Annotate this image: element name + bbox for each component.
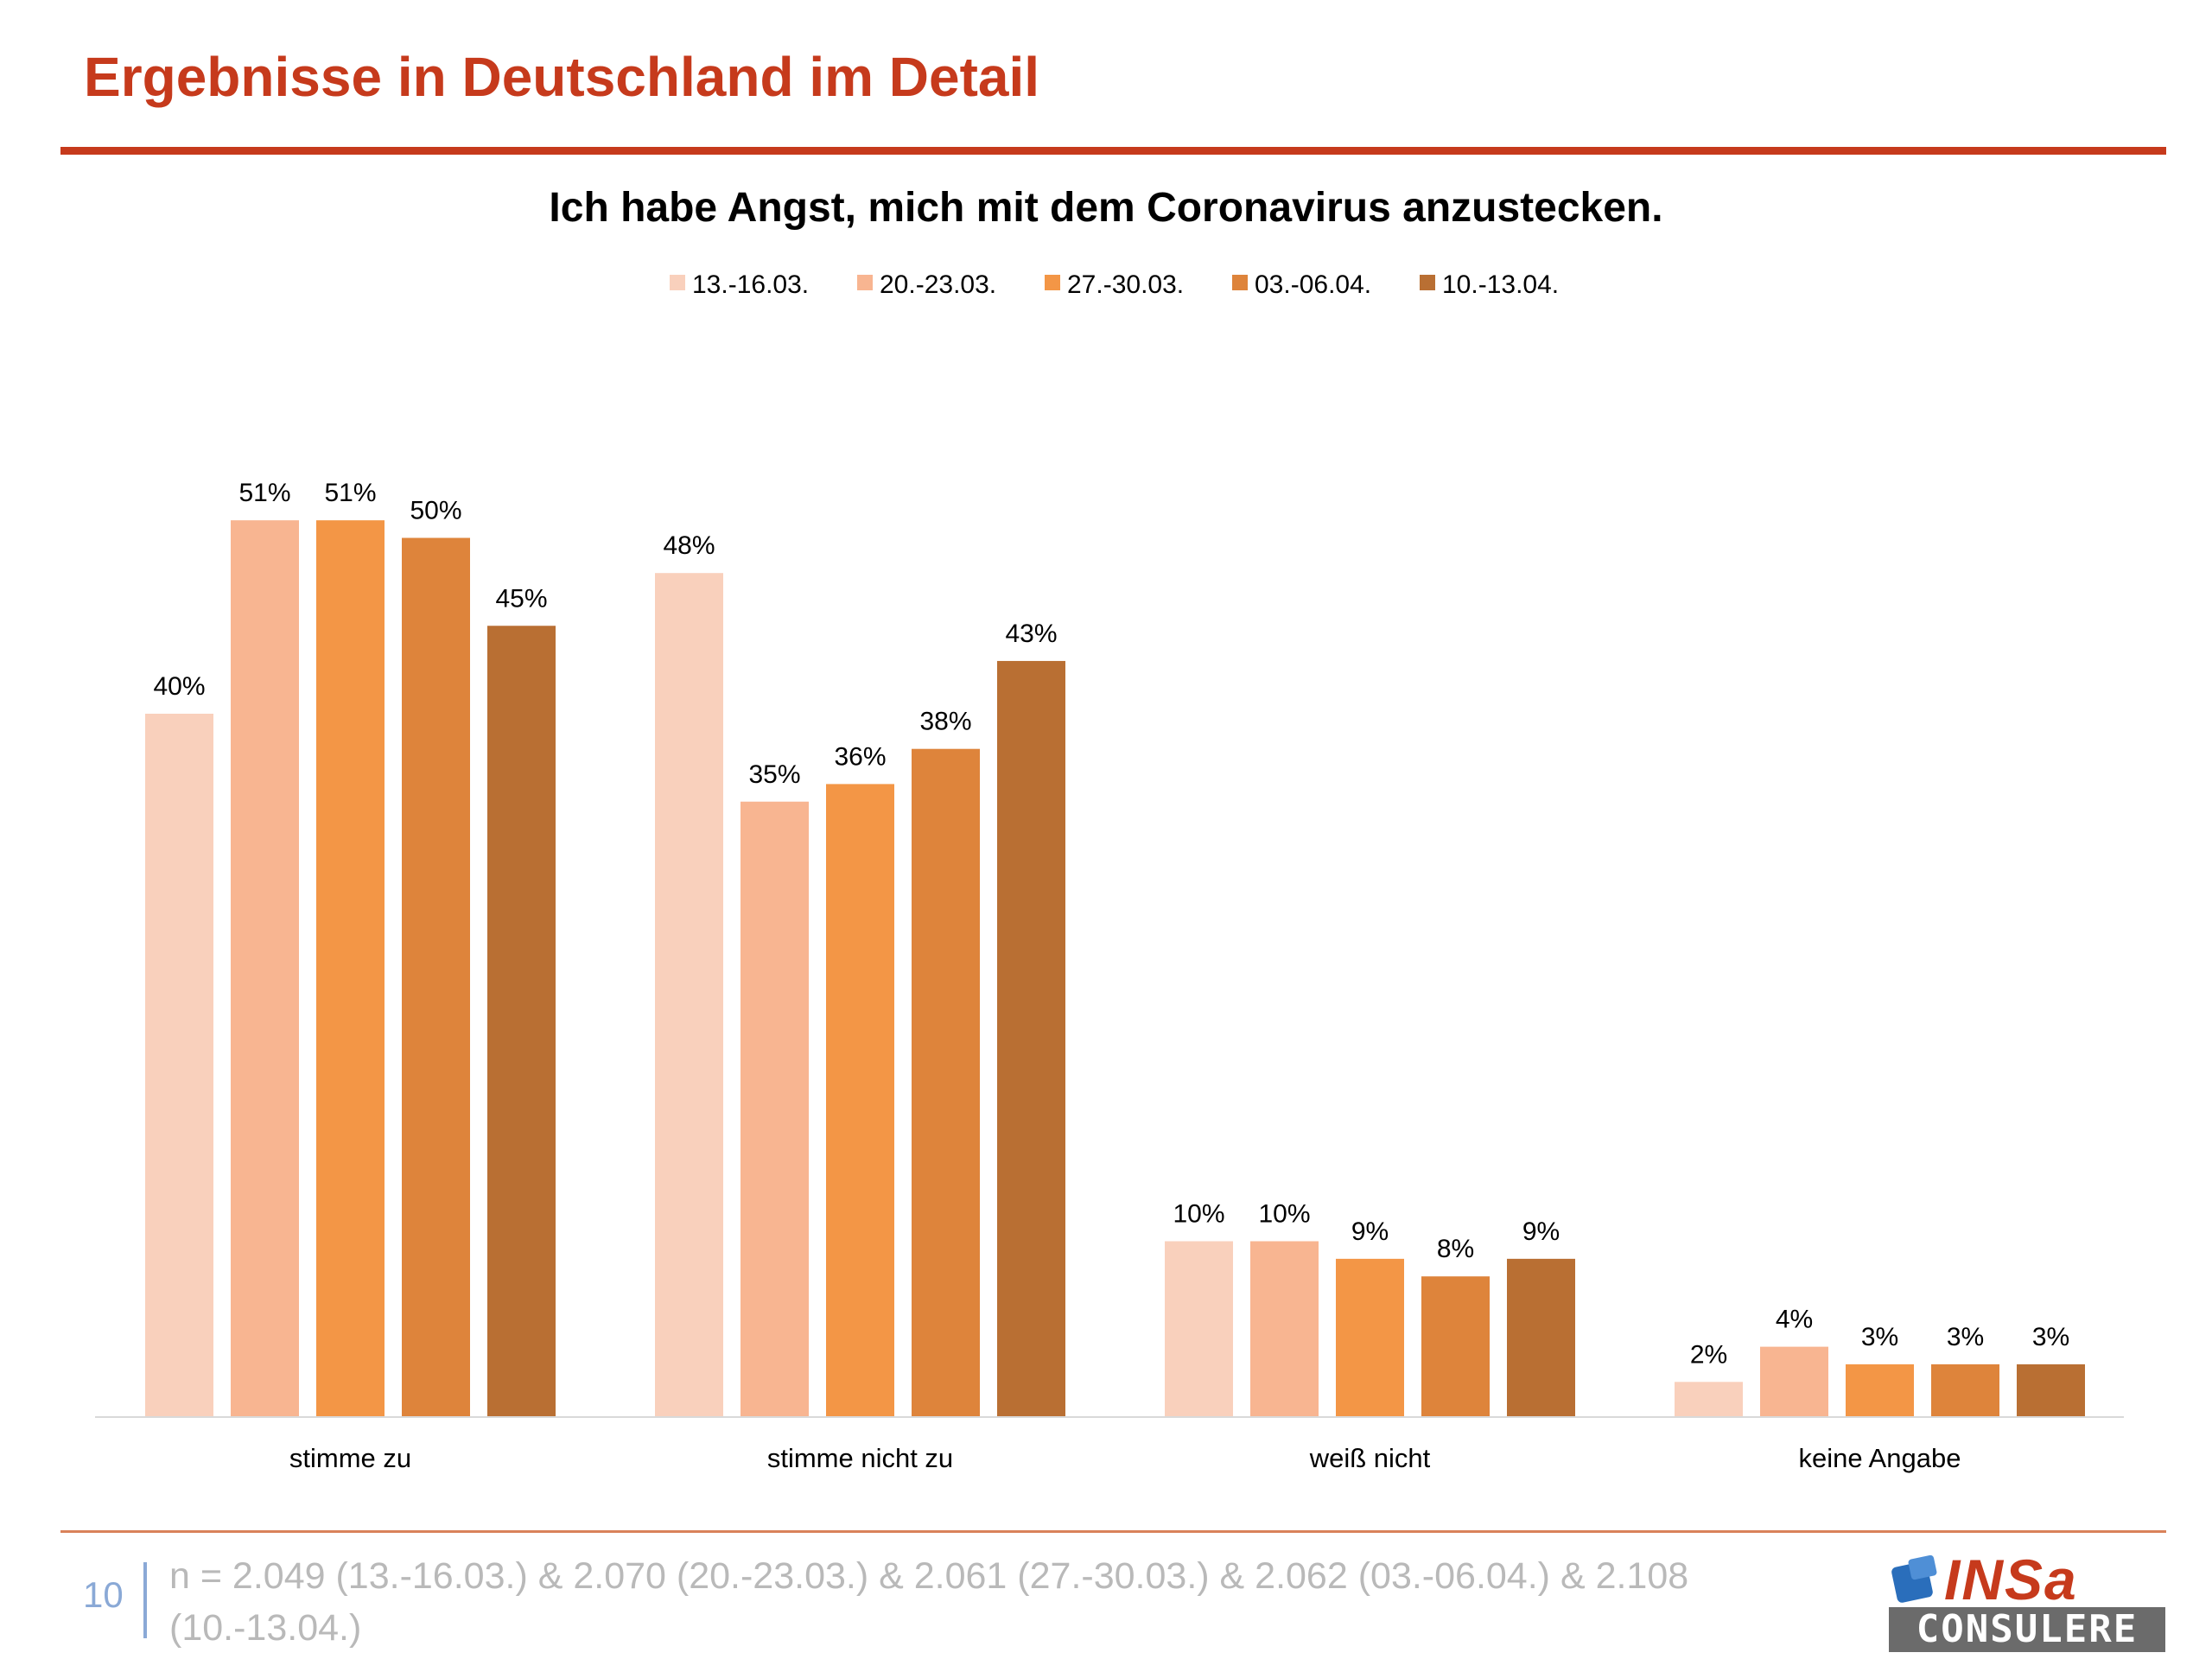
chart-legend: 13.-16.03. 20.-23.03. 27.-30.03. 03.-06.04.… bbox=[670, 270, 1559, 299]
value-label-wei-nicht-13-16-03: 10% bbox=[1173, 1200, 1224, 1229]
sample-size-note: n = 2.049 (13.-16.03.) & 2.070 (20.-23.0… bbox=[169, 1555, 1689, 1649]
value-label-keine-angabe-03-06-04: 3% bbox=[1947, 1323, 1984, 1351]
value-label-wei-nicht-20-23-03: 10% bbox=[1258, 1200, 1310, 1229]
x-axis-labels: stimme zu stimme nicht zu weiß nicht keine … bbox=[289, 1443, 1961, 1473]
bar-keine-angabe-10-13-04 bbox=[2017, 1363, 2085, 1417]
value-label-keine-angabe-10-13-04: 3% bbox=[2032, 1323, 2069, 1351]
value-label-wei-nicht-27-30-03: 9% bbox=[1351, 1217, 1389, 1246]
bar-stimme-zu-20-23-03 bbox=[231, 520, 299, 1417]
value-label-stimme-zu-03-06-04: 50% bbox=[410, 497, 461, 525]
value-label-stimme-nicht-zu-10-13-04: 43% bbox=[1005, 620, 1057, 648]
legend-swatch-03-06-04 bbox=[1232, 275, 1248, 290]
legend-label-27-30-03: 27.-30.03. bbox=[1067, 270, 1184, 299]
bar-wei-nicht-13-16-03 bbox=[1165, 1241, 1233, 1417]
value-label-stimme-zu-10-13-04: 45% bbox=[495, 584, 547, 613]
logo-mark-icon bbox=[1891, 1555, 1937, 1603]
legend-swatch-13-16-03 bbox=[670, 275, 685, 290]
bar-keine-angabe-13-16-03 bbox=[1675, 1382, 1743, 1417]
bar-keine-angabe-03-06-04 bbox=[1931, 1363, 1999, 1417]
bar-stimme-zu-03-06-04 bbox=[402, 537, 470, 1417]
value-label-keine-angabe-13-16-03: 2% bbox=[1690, 1340, 1727, 1369]
value-label-wei-nicht-03-06-04: 8% bbox=[1437, 1235, 1474, 1263]
value-label-stimme-nicht-zu-03-06-04: 38% bbox=[919, 708, 971, 736]
bar-stimme-nicht-zu-03-06-04 bbox=[912, 748, 980, 1417]
legend-swatch-10-13-04 bbox=[1420, 275, 1435, 290]
value-label-stimme-zu-13-16-03: 40% bbox=[153, 672, 205, 701]
bar-stimme-zu-27-30-03 bbox=[316, 520, 385, 1417]
insa-consulere-logo: INSa CONSULERE bbox=[1889, 1548, 2165, 1652]
chart: Ich habe Angst, mich mit dem Coronavirus… bbox=[95, 185, 2124, 1473]
value-label-keine-angabe-27-30-03: 3% bbox=[1861, 1323, 1898, 1351]
page-number: 10 bbox=[83, 1574, 124, 1615]
page-title: Ergebnisse in Deutschland im Detail bbox=[84, 46, 1040, 108]
value-label-keine-angabe-20-23-03: 4% bbox=[1776, 1306, 1813, 1334]
footer-divider bbox=[60, 1530, 2166, 1533]
logo-wordmark-insa: INSa bbox=[1944, 1548, 2078, 1611]
page-number-divider bbox=[143, 1562, 147, 1638]
bar-wei-nicht-20-23-03 bbox=[1250, 1241, 1319, 1417]
value-label-stimme-nicht-zu-20-23-03: 35% bbox=[748, 760, 800, 789]
bar-stimme-zu-13-16-03 bbox=[145, 714, 213, 1417]
value-label-stimme-zu-20-23-03: 51% bbox=[238, 479, 290, 507]
bar-stimme-nicht-zu-13-16-03 bbox=[655, 573, 723, 1417]
logo-wordmark-consulere: CONSULERE bbox=[1889, 1607, 2165, 1652]
bar-stimme-nicht-zu-20-23-03 bbox=[741, 801, 809, 1417]
x-tick-label-stimme-nicht-zu: stimme nicht zu bbox=[767, 1443, 953, 1473]
legend-swatch-27-30-03 bbox=[1045, 275, 1060, 290]
legend-label-20-23-03: 20.-23.03. bbox=[880, 270, 996, 299]
title-divider bbox=[60, 147, 2166, 155]
bar-wei-nicht-03-06-04 bbox=[1421, 1276, 1490, 1417]
legend-label-03-06-04: 03.-06.04. bbox=[1255, 270, 1371, 299]
bar-keine-angabe-20-23-03 bbox=[1760, 1346, 1828, 1417]
bar-stimme-zu-10-13-04 bbox=[487, 626, 556, 1417]
bar-wei-nicht-27-30-03 bbox=[1336, 1258, 1404, 1417]
legend-label-10-13-04: 10.-13.04. bbox=[1442, 270, 1559, 299]
value-label-stimme-zu-27-30-03: 51% bbox=[324, 479, 376, 507]
legend-label-13-16-03: 13.-16.03. bbox=[692, 270, 809, 299]
x-tick-label-stimme-zu: stimme zu bbox=[289, 1443, 411, 1473]
chart-title: Ich habe Angst, mich mit dem Coronavirus… bbox=[549, 185, 1662, 231]
bar-group bbox=[145, 520, 2085, 1417]
bar-stimme-nicht-zu-10-13-04 bbox=[997, 660, 1065, 1417]
data-labels: 40% 51% 51% 50% 45% 48% 35% 36% 38% 43% 10% 10% 9% 8%… bbox=[153, 479, 2069, 1369]
x-tick-label-keine-angabe: keine Angabe bbox=[1799, 1443, 1961, 1473]
value-label-stimme-nicht-zu-27-30-03: 36% bbox=[834, 742, 886, 771]
value-label-wei-nicht-10-13-04: 9% bbox=[1522, 1217, 1560, 1246]
bar-wei-nicht-10-13-04 bbox=[1507, 1258, 1575, 1417]
bar-keine-angabe-27-30-03 bbox=[1846, 1363, 1914, 1417]
x-tick-label-wei-nicht: weiß nicht bbox=[1309, 1443, 1431, 1473]
value-label-stimme-nicht-zu-13-16-03: 48% bbox=[663, 531, 715, 560]
bar-stimme-nicht-zu-27-30-03 bbox=[826, 784, 894, 1417]
legend-swatch-20-23-03 bbox=[857, 275, 873, 290]
